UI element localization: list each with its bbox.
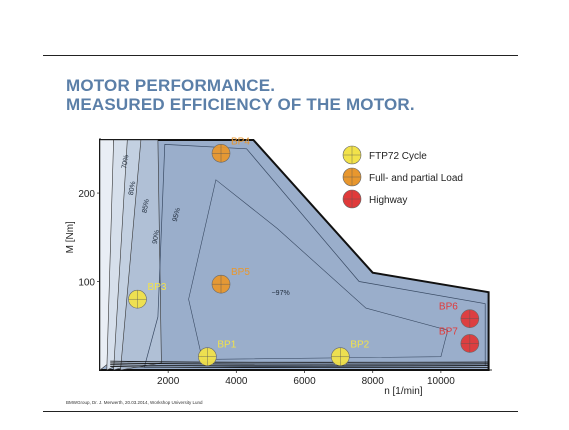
efficiency-contour [188,179,449,360]
operating-point-label: BP3 [147,282,166,293]
legend-label: FTP72 Cycle [369,151,427,162]
operating-point-label: BP6 [439,302,458,313]
operating-point-label: BP2 [350,340,369,351]
efficiency-band [120,139,162,371]
slide-footer: BMWGroup, Dr. J. Merwerth, 20.03.2014, W… [66,400,203,405]
slide-bottom-rule [43,411,518,412]
legend-label: Full- and partial Load [369,173,463,184]
x-tick-label: 10000 [427,376,455,387]
operating-point-label: BP5 [231,267,250,278]
operating-points: BP1 BP2 BP3 BP4 BP5 BP6 BP7 [128,136,480,367]
contour-label: ~97% [272,290,290,297]
x-tick-label: 4000 [225,376,248,387]
efficiency-contour [143,144,486,368]
efficiency-contour-low [110,364,489,367]
efficiency-contour-low [110,362,489,365]
slide-title-line1: MOTOR PERFORMANCE. [66,76,276,95]
operating-point-label: BP7 [439,326,458,337]
operating-point-label: BP1 [217,340,236,351]
slide-title-line2: MEASURED EFFICIENCY OF THE MOTOR. [66,95,415,114]
y-axis-label: M [Nm] [65,221,76,253]
operating-point-label: BP4 [231,136,250,147]
legend-label: Highway [369,195,407,206]
efficiency-contour-low [110,360,489,363]
contour-label: 90% [152,230,161,245]
y-tick-label: 200 [78,189,95,200]
slide-top-rule [43,55,518,56]
contour-label: 70% [121,154,130,169]
contour-label: 80% [128,181,137,196]
x-tick-label: 2000 [157,376,180,387]
x-axis-label: n [1/min] [384,386,423,397]
chart-legend: FTP72 Cycle Full- and partial Load Highway [342,145,463,209]
efficiency-map: 70% 80% 85% 90% 95% ~97% [99,139,490,371]
x-tick-label: 8000 [362,376,385,387]
efficiency-contour-low [110,366,489,369]
contour-label: 95% [172,207,182,222]
x-tick-label: 6000 [293,376,316,387]
contour-label: 85% [142,199,151,214]
y-tick-label: 100 [78,278,95,289]
